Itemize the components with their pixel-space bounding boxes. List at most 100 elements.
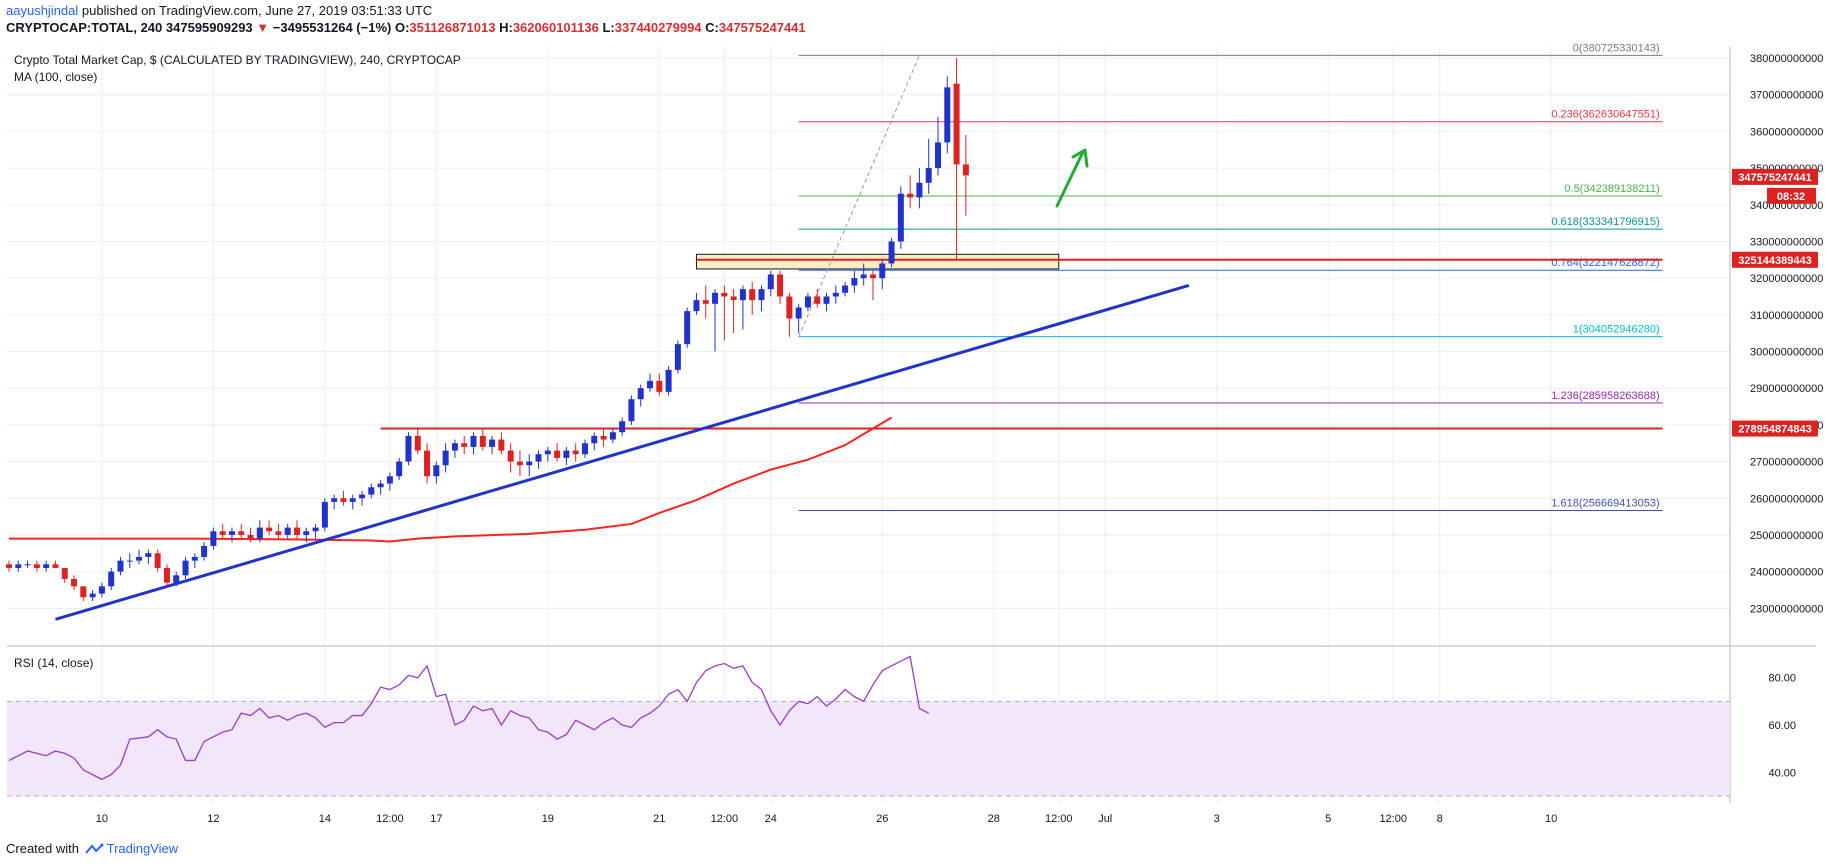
price-tick-label: 290000000000 xyxy=(1750,383,1823,395)
time-tick-label: 21 xyxy=(653,813,665,825)
ma100-line xyxy=(9,416,893,543)
rsi-line xyxy=(8,655,930,781)
fib-level-label: 0.5(342389138211) xyxy=(1564,183,1659,195)
support-zone-box xyxy=(695,253,1060,270)
candle-body xyxy=(331,498,338,502)
candle-body xyxy=(758,289,765,301)
candle-body xyxy=(572,450,579,455)
open-value: 351126871013 xyxy=(409,20,496,35)
candle-body xyxy=(266,527,273,532)
candle-body xyxy=(275,531,282,535)
green-arrowhead-icon xyxy=(1071,148,1089,168)
candle-body xyxy=(43,564,50,568)
rsi-tick-label: 40.00 xyxy=(1768,767,1796,779)
candle-body xyxy=(154,553,161,568)
price-tick-label: 240000000000 xyxy=(1750,567,1823,579)
time-tick-label: 10 xyxy=(96,813,108,825)
candle-body xyxy=(860,274,867,279)
candle-body xyxy=(359,494,366,499)
time-tick-label: 8 xyxy=(1437,813,1443,825)
time-tick-label: 26 xyxy=(876,813,888,825)
candle-body xyxy=(210,531,217,546)
price-tick-label: 330000000000 xyxy=(1750,236,1823,248)
time-tick-label: 17 xyxy=(430,813,442,825)
last-price-tag-bg xyxy=(1732,168,1818,185)
created-with-text: Created with xyxy=(6,841,79,856)
candle-body xyxy=(935,142,941,169)
candle-body xyxy=(879,263,886,279)
high-label: H: xyxy=(499,20,513,35)
countdown-tag-bg xyxy=(1767,187,1816,204)
fib-level-label: 1.618(256669413053) xyxy=(1551,497,1659,509)
chart-title: Crypto Total Market Cap, $ (CALCULATED B… xyxy=(14,53,461,67)
level-price-tag-bg xyxy=(1732,251,1818,268)
time-tick-label: 12:00 xyxy=(376,813,404,825)
candle-body xyxy=(507,450,514,462)
fib-level-label: 1.236(285958263688) xyxy=(1551,390,1659,402)
candle-body xyxy=(386,476,393,484)
candle-body xyxy=(712,292,719,304)
candle-body xyxy=(665,369,672,392)
candle-body xyxy=(108,571,115,587)
candle-body xyxy=(907,193,914,198)
candle-body xyxy=(619,421,626,433)
candle-body xyxy=(117,560,124,572)
candle-body xyxy=(739,289,746,301)
candle-body xyxy=(442,450,449,466)
candle-body xyxy=(832,292,839,297)
candle-body xyxy=(396,461,403,477)
candle-body xyxy=(842,285,849,293)
time-tick-label: 10 xyxy=(1545,813,1557,825)
time-tick-label: 24 xyxy=(765,813,777,825)
price-tick-label: 270000000000 xyxy=(1750,457,1823,469)
tradingview-brand[interactable]: TradingView xyxy=(106,841,179,856)
rsi-band xyxy=(7,701,1730,796)
candle-body xyxy=(61,567,68,579)
candle-body xyxy=(163,567,170,583)
candle-body xyxy=(684,311,691,345)
candle-body xyxy=(451,443,458,451)
candle-body xyxy=(916,182,923,198)
rsi-legend: RSI (14, close) xyxy=(14,656,93,670)
last-price-tag: 347575247441 xyxy=(1738,172,1811,184)
candle-body xyxy=(925,168,932,183)
author-link[interactable]: aayushjindal xyxy=(6,3,79,18)
candle-body xyxy=(201,545,208,557)
candle-body xyxy=(721,292,728,297)
level-price-tag: 278954874843 xyxy=(1738,424,1811,436)
candle-body xyxy=(433,465,440,477)
publish-line: aayushjindal published on TradingView.co… xyxy=(6,3,432,18)
candle-body xyxy=(136,556,143,561)
candle-body xyxy=(674,344,681,370)
candle-body xyxy=(89,593,96,598)
candle-body xyxy=(340,498,347,502)
candle-body xyxy=(405,435,412,462)
candle-body xyxy=(897,193,904,242)
candle-body xyxy=(173,575,180,583)
candle-body xyxy=(219,531,226,535)
open-label: O: xyxy=(394,20,410,35)
candle-body xyxy=(730,296,737,301)
candle-body xyxy=(312,527,319,532)
candle-body xyxy=(591,435,598,444)
candle-body xyxy=(182,560,189,576)
low-label: L: xyxy=(602,20,615,35)
candle-body xyxy=(563,450,570,458)
candle-body xyxy=(851,278,858,286)
candle-body xyxy=(321,501,328,528)
change-value: −3495531264 (−1%) xyxy=(272,20,392,35)
rsi-tick-label: 60.00 xyxy=(1768,720,1796,732)
time-tick-label: 12 xyxy=(207,813,219,825)
candle-body xyxy=(516,461,523,466)
candle-body xyxy=(869,274,876,279)
green-arrow-icon xyxy=(1055,150,1085,208)
rsi-tick-label: 80.00 xyxy=(1768,673,1796,685)
fib-level-label: 0.236(362630647551) xyxy=(1551,109,1659,121)
candle-body xyxy=(953,83,960,165)
candle-body xyxy=(71,578,78,587)
candle-body xyxy=(377,483,384,488)
candle-body xyxy=(191,556,198,561)
ma-legend: MA (100, close) xyxy=(14,70,97,84)
candle-body xyxy=(814,296,821,304)
